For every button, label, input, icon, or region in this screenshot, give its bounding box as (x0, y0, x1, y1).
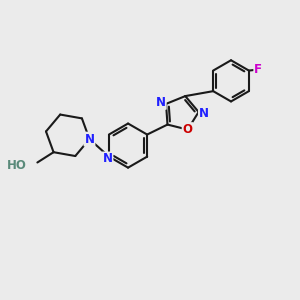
Text: HO: HO (7, 159, 27, 172)
Text: F: F (254, 63, 262, 76)
Text: N: N (85, 133, 94, 146)
Text: N: N (156, 96, 166, 109)
Text: N: N (199, 107, 209, 120)
Text: N: N (103, 152, 112, 166)
Text: O: O (183, 123, 193, 136)
